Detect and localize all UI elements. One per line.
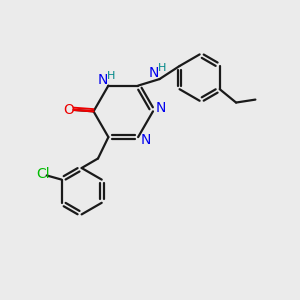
Text: O: O [63,103,74,117]
Text: N: N [155,101,166,116]
Text: N: N [140,133,151,147]
Text: H: H [158,63,166,74]
Text: H: H [107,71,116,81]
Text: N: N [149,65,159,80]
Text: Cl: Cl [36,167,50,181]
Text: N: N [98,73,108,87]
